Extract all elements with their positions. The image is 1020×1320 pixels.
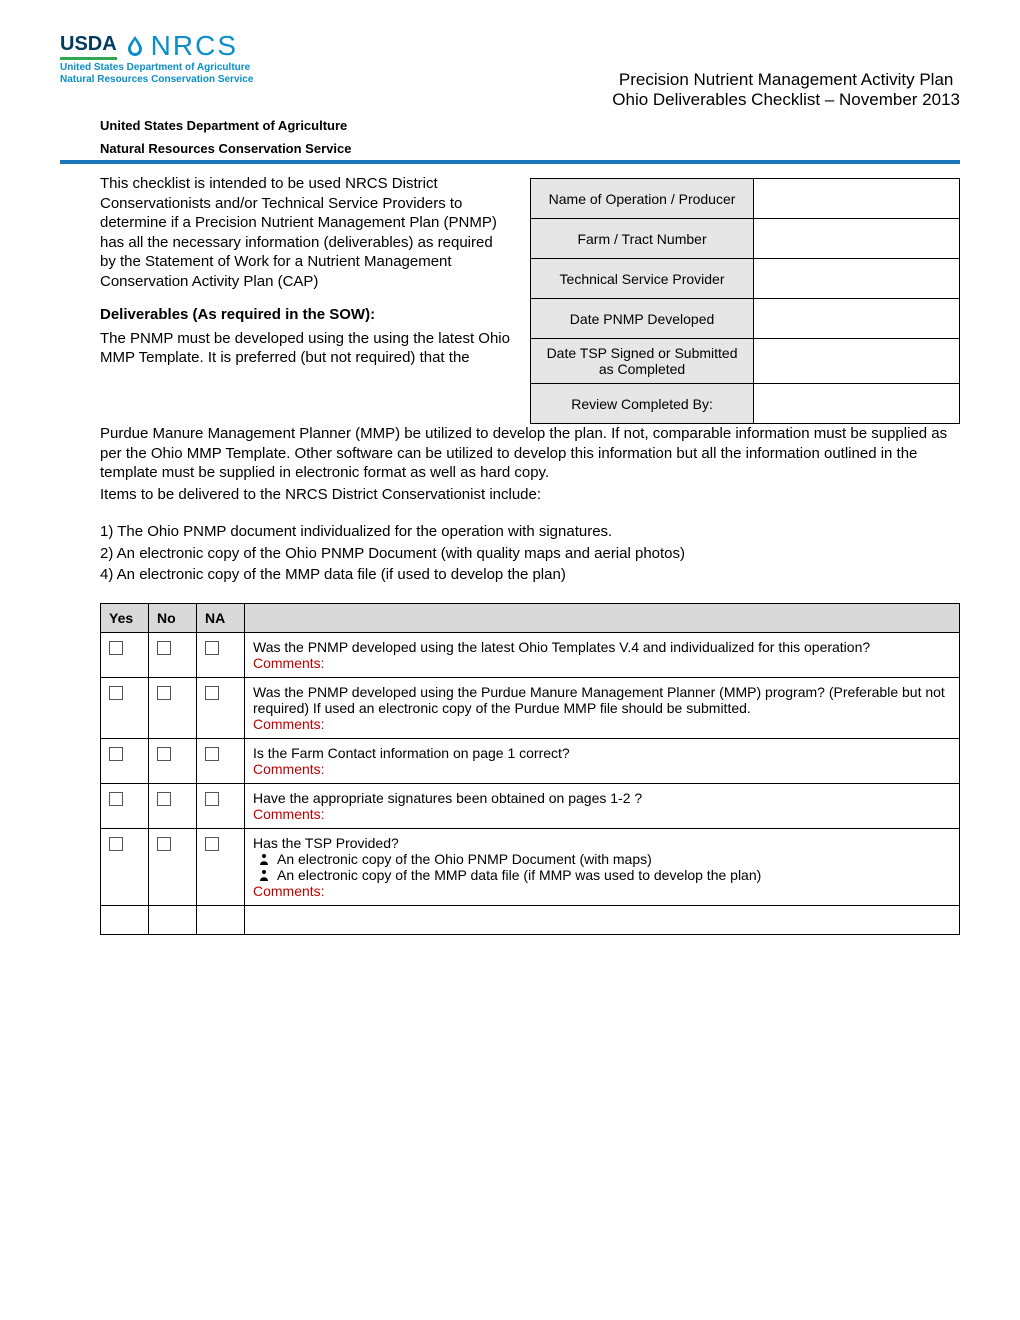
checkbox-cell (197, 677, 245, 738)
delivery-item: 1) The Ohio PNMP document individualized… (100, 522, 960, 542)
question-text: Have the appropriate signatures been obt… (253, 790, 951, 806)
comments-label: Comments: (253, 655, 951, 671)
nrcs-droplet-icon (123, 34, 147, 58)
intro-paragraph-1: This checklist is intended to be used NR… (100, 174, 510, 291)
checkbox-cell (101, 632, 149, 677)
info-label: Farm / Tract Number (531, 219, 754, 259)
checkbox[interactable] (109, 792, 123, 806)
checkbox[interactable] (205, 686, 219, 700)
checkbox-cell (101, 783, 149, 828)
title-line-2: Ohio Deliverables Checklist – November 2… (612, 90, 960, 110)
info-value[interactable] (754, 179, 960, 219)
checkbox[interactable] (109, 641, 123, 655)
delivery-item: 2) An electronic copy of the Ohio PNMP D… (100, 544, 960, 564)
org-name-2: Natural Resources Conservation Service (100, 141, 960, 156)
comments-label: Comments: (253, 806, 951, 822)
checkbox[interactable] (205, 792, 219, 806)
checkbox-cell (149, 677, 197, 738)
question-cell: Was the PNMP developed using the Purdue … (245, 677, 960, 738)
body-text: Purdue Manure Management Planner (MMP) b… (60, 424, 960, 585)
checkbox[interactable] (157, 747, 171, 761)
question-bullet: An electronic copy of the Ohio PNMP Docu… (253, 851, 951, 867)
checkbox-cell (197, 632, 245, 677)
question-cell: Have the appropriate signatures been obt… (245, 783, 960, 828)
logo-block: USDA NRCS United States Department of Ag… (60, 30, 253, 86)
checkbox-cell (197, 828, 245, 905)
comments-label: Comments: (253, 761, 951, 777)
info-label: Name of Operation / Producer (531, 179, 754, 219)
question-text: Was the PNMP developed using the Purdue … (253, 684, 951, 716)
header-title: Precision Nutrient Management Activity P… (612, 30, 960, 110)
checkbox-cell (149, 828, 197, 905)
question-text: Was the PNMP developed using the latest … (253, 639, 951, 655)
checkbox[interactable] (109, 686, 123, 700)
empty-cell (149, 905, 197, 934)
checkbox-cell (101, 677, 149, 738)
empty-cell (101, 905, 149, 934)
checkbox-cell (197, 738, 245, 783)
checkbox-cell (149, 738, 197, 783)
person-bullet-icon (259, 869, 269, 881)
page-header: USDA NRCS United States Department of Ag… (60, 30, 960, 110)
body-paragraph-2: Items to be delivered to the NRCS Distri… (100, 485, 960, 505)
intro-paragraph-2: The PNMP must be developed using the usi… (100, 329, 510, 368)
comments-label: Comments: (253, 883, 951, 899)
info-label: Technical Service Provider (531, 259, 754, 299)
checkbox[interactable] (157, 641, 171, 655)
info-table: Name of Operation / ProducerFarm / Tract… (530, 178, 960, 424)
body-paragraph-1: Purdue Manure Management Planner (MMP) b… (100, 424, 960, 483)
person-bullet-icon (259, 853, 269, 865)
info-label: Review Completed By: (531, 384, 754, 424)
checkbox-cell (149, 632, 197, 677)
info-label: Date PNMP Developed (531, 299, 754, 339)
checklist-table: Yes No NA Was the PNMP developed using t… (100, 603, 960, 935)
delivery-item: 4) An electronic copy of the MMP data fi… (100, 565, 960, 585)
checkbox[interactable] (205, 837, 219, 851)
empty-cell (245, 905, 960, 934)
org-name-1: United States Department of Agriculture (100, 118, 960, 133)
info-value[interactable] (754, 384, 960, 424)
checkbox[interactable] (205, 641, 219, 655)
header-question (245, 603, 960, 632)
logo-subtitle-2: Natural Resources Conservation Service (60, 74, 253, 86)
checkbox-cell (197, 783, 245, 828)
deliverables-heading: Deliverables (As required in the SOW): (100, 306, 375, 323)
checkbox-cell (101, 738, 149, 783)
info-value[interactable] (754, 339, 960, 384)
info-value[interactable] (754, 299, 960, 339)
nrcs-logo: NRCS (123, 30, 238, 62)
checkbox[interactable] (109, 837, 123, 851)
delivery-items-list: 1) The Ohio PNMP document individualized… (100, 522, 960, 585)
header-na: NA (197, 603, 245, 632)
usda-logo: USDA (60, 33, 117, 60)
header-yes: Yes (101, 603, 149, 632)
divider-rule (60, 160, 960, 164)
logo-subtitle-1: United States Department of Agriculture (60, 62, 253, 74)
header-no: No (149, 603, 197, 632)
empty-cell (197, 905, 245, 934)
info-label: Date TSP Signed or Submitted as Complete… (531, 339, 754, 384)
question-bullet: An electronic copy of the MMP data file … (253, 867, 951, 883)
title-line-1: Precision Nutrient Management Activity P… (612, 70, 960, 90)
intro-text: This checklist is intended to be used NR… (60, 174, 510, 372)
info-value[interactable] (754, 259, 960, 299)
question-text: Has the TSP Provided? (253, 835, 951, 851)
checkbox-cell (101, 828, 149, 905)
question-text: Is the Farm Contact information on page … (253, 745, 951, 761)
checkbox-cell (149, 783, 197, 828)
question-cell: Is the Farm Contact information on page … (245, 738, 960, 783)
checkbox[interactable] (205, 747, 219, 761)
checkbox[interactable] (157, 792, 171, 806)
comments-label: Comments: (253, 716, 951, 732)
checkbox[interactable] (109, 747, 123, 761)
checkbox[interactable] (157, 837, 171, 851)
checkbox[interactable] (157, 686, 171, 700)
info-value[interactable] (754, 219, 960, 259)
nrcs-text: NRCS (151, 30, 238, 62)
question-cell: Has the TSP Provided? An electronic copy… (245, 828, 960, 905)
question-cell: Was the PNMP developed using the latest … (245, 632, 960, 677)
